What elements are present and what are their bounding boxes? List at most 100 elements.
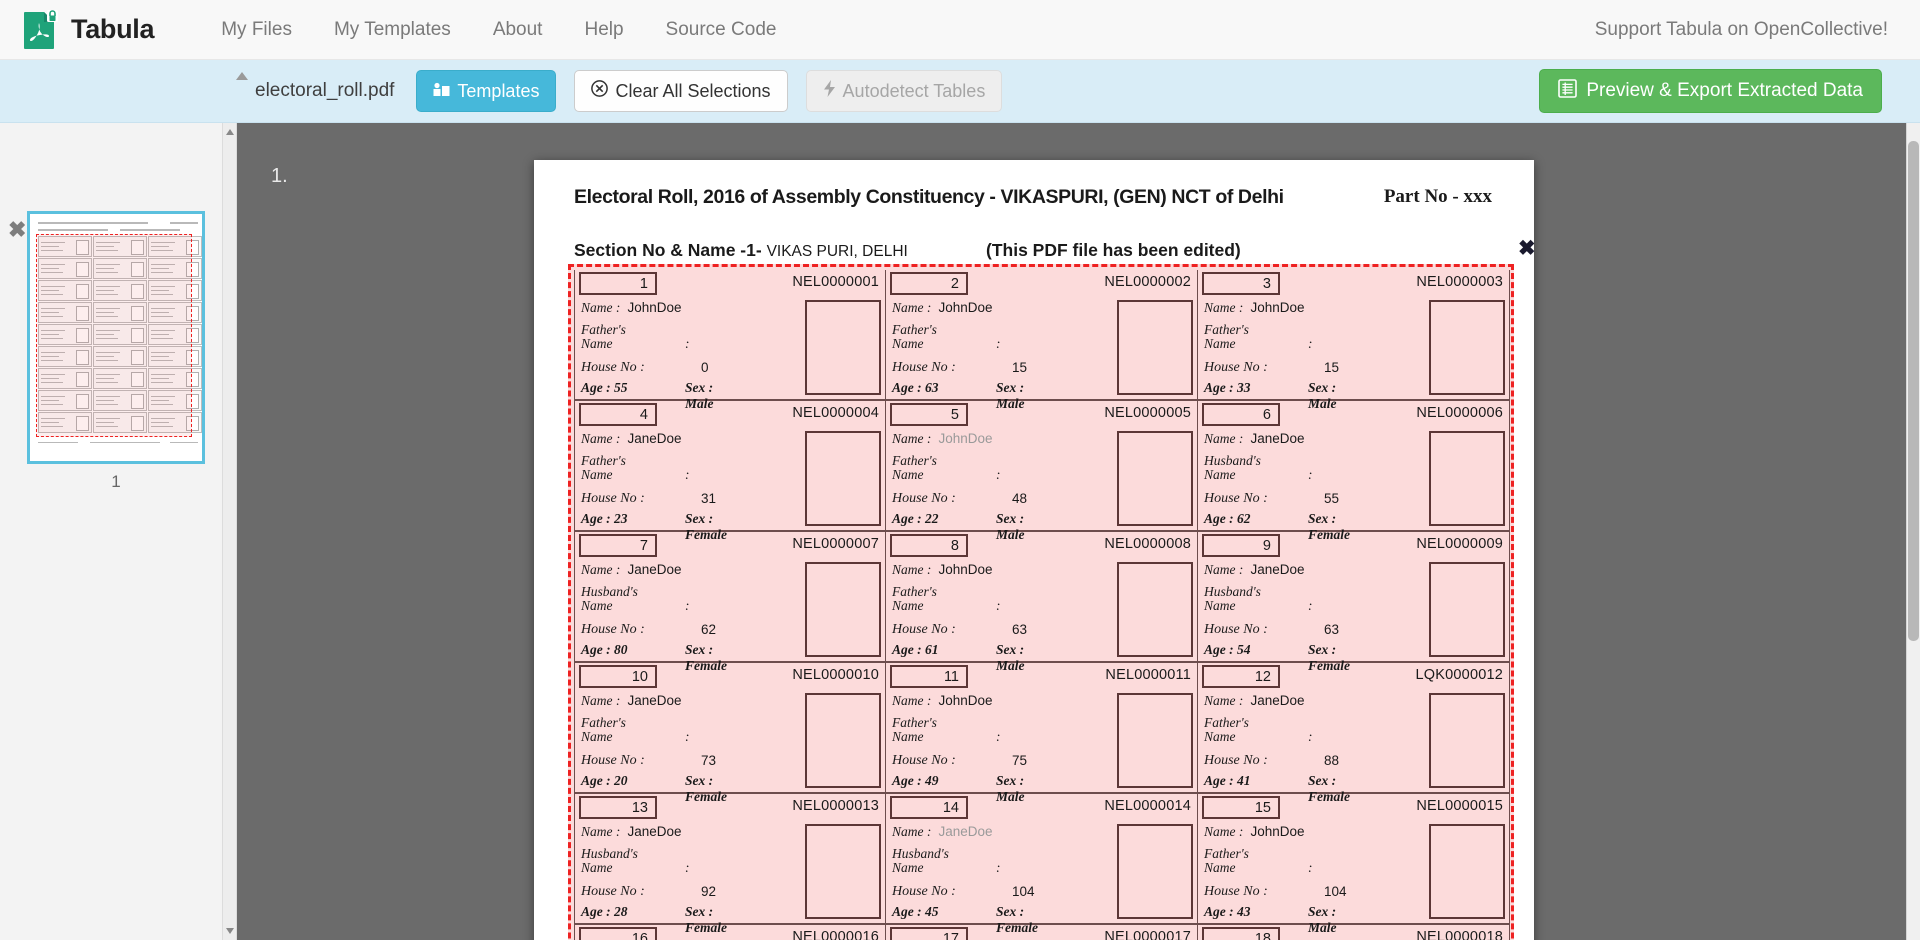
voter-card[interactable]: 18NEL0000018Name : JaneDoeFather'sName:H… (1198, 925, 1510, 940)
table-selection-region[interactable] (568, 264, 1514, 940)
voter-house-field: House No :62 (581, 622, 717, 637)
voter-card[interactable]: 5 NEL0000005 Name : JohnDoe Father's Name: Ho… (886, 401, 1198, 542)
nav-link-my-templates[interactable]: My Templates (333, 18, 451, 40)
voter-card[interactable]: 7 NEL0000007 Name : JaneDoe Husband's Name: H… (574, 532, 886, 673)
sidebar-scrollbar[interactable] (222, 123, 236, 940)
voter-card[interactable]: 15 NEL0000015 Name : JohnDoe Father's Name: H… (1198, 794, 1510, 935)
voter-relation-label: Husband's (1204, 453, 1261, 468)
pdf-page-canvas[interactable]: Electoral Roll, 2016 of Assembly Constit… (534, 160, 1536, 940)
voter-name-field: Name : JaneDoe (581, 693, 682, 708)
voter-age-field: Age : 45 Sex : Female (892, 904, 1038, 935)
voter-house-value: 63 (1012, 622, 1028, 637)
voter-relation-colon: : (685, 598, 690, 613)
autodetect-tables-button[interactable]: Autodetect Tables (805, 70, 1003, 112)
nav-link-help[interactable]: Help (584, 18, 624, 40)
voter-photo-placeholder (805, 562, 881, 657)
page-thumbnail-1[interactable] (27, 211, 205, 464)
voter-age-field: Age : 54 Sex : Female (1204, 642, 1350, 673)
pdf-viewer[interactable]: 1. Electoral Roll, 2016 of Assembly Cons… (237, 123, 1920, 940)
voter-relation-name-label: Name: (892, 729, 1001, 744)
voter-serial-number: 8 (890, 534, 968, 557)
clear-circle-x-icon (591, 80, 609, 102)
voter-card[interactable]: 10 NEL0000010 Name : JaneDoe Father's Name: H… (574, 663, 886, 804)
voter-photo-placeholder (1117, 824, 1193, 919)
voter-photo-placeholder (1117, 300, 1193, 395)
voter-age-field: Age : 28 Sex : Female (581, 904, 727, 935)
voter-relation-name-label: Name: (892, 336, 1001, 351)
viewer-scrollbar[interactable] (1906, 123, 1920, 940)
pdf-part-number: Part No - xxx (1383, 186, 1492, 207)
voter-card[interactable]: 12 LQK0000012 Name : JaneDoe Father's Name: H… (1198, 663, 1510, 804)
voter-relation-label: Father's (892, 584, 937, 599)
templates-button[interactable]: Templates (416, 70, 557, 112)
voter-records-grid: 1 NEL0000001 Name : JohnDoe Father's Name: Ho… (574, 270, 1510, 940)
voter-relation-label: Father's (892, 453, 937, 468)
main-area: ✖ 1 1. Electoral Roll, 2016 of Assembly … (0, 123, 1920, 940)
close-icon[interactable]: ✖ (8, 217, 27, 242)
voter-name-field: Name : JohnDoe (892, 431, 993, 446)
voter-name-field: Name : JohnDoe (1204, 824, 1305, 839)
voter-photo-placeholder (1429, 300, 1505, 395)
voter-card[interactable]: 13 NEL0000013 Name : JaneDoe Husband's Name:… (574, 794, 886, 935)
voter-house-value: 48 (1012, 491, 1028, 506)
sidebar-collapse-arrow-icon[interactable] (236, 72, 248, 80)
nav-link-source-code[interactable]: Source Code (665, 18, 777, 40)
voter-card[interactable]: 17NEL0000017Name : JaneDoeFather'sName:H… (886, 925, 1198, 940)
voter-age-field: Age : 49 Sex : Male (892, 773, 1025, 804)
voter-name-field: Name : JaneDoe (1204, 562, 1305, 577)
support-opencollective-link[interactable]: Support Tabula on OpenCollective! (1594, 18, 1888, 40)
spreadsheet-icon (1558, 78, 1578, 104)
voter-house-value: 15 (1012, 360, 1028, 375)
brand[interactable]: Tabula (22, 9, 155, 51)
voter-card[interactable]: 3 NEL0000003 Name : JohnDoe Father's Name: Ho… (1198, 270, 1510, 411)
voter-row: 4 NEL0000004 Name : JaneDoe Father's Name: Ho… (574, 401, 1510, 542)
voter-photo-placeholder (805, 824, 881, 919)
voter-name-field: Name : JaneDoe (581, 431, 682, 446)
voter-photo-placeholder (1117, 693, 1193, 788)
voter-card[interactable]: 8 NEL0000008 Name : JohnDoe Father's Name: Ho… (886, 532, 1198, 673)
voter-relation-label: Husband's (581, 846, 638, 861)
voter-card[interactable]: 11 NEL0000011 Name : JohnDoe Father's Name: H… (886, 663, 1198, 804)
voter-name-value: JohnDoe (934, 693, 993, 708)
thumbnail-wrapper[interactable]: 1 (27, 211, 205, 492)
voter-card[interactable]: 1 NEL0000001 Name : JohnDoe Father's Name: Ho… (574, 270, 886, 411)
viewer-scrollbar-thumb[interactable] (1908, 141, 1919, 641)
voter-sex-field: Sex : Male (1308, 904, 1337, 935)
voter-age-field: Age : 23 Sex : Female (581, 511, 727, 542)
scroll-up-arrow-icon[interactable] (226, 129, 234, 135)
voter-relation-label: Father's (892, 322, 937, 337)
voter-age-field: Age : 22 Sex : Male (892, 511, 1025, 542)
voter-serial-number: 7 (579, 534, 657, 557)
voter-epic-id: NEL0000011 (1105, 667, 1191, 683)
tabula-pdf-logo-icon (22, 9, 60, 51)
nav-link-my-files[interactable]: My Files (221, 18, 292, 40)
voter-card[interactable]: 9 NEL0000009 Name : JaneDoe Husband's Name: H… (1198, 532, 1510, 673)
voter-serial-number: 3 (1202, 272, 1280, 295)
voter-relation-colon: : (996, 860, 1001, 875)
preview-export-button[interactable]: Preview & Export Extracted Data (1539, 69, 1882, 113)
scroll-down-arrow-icon[interactable] (226, 928, 234, 934)
voter-serial-number: 18 (1202, 927, 1280, 940)
voter-card[interactable]: 14 NEL0000014 Name : JaneDoe Husband's Name:… (886, 794, 1198, 935)
voter-card[interactable]: 2 NEL0000002 Name : JohnDoe Father's Name: Ho… (886, 270, 1198, 411)
voter-age-field: Age : 43 Sex : Male (1204, 904, 1337, 935)
nav-link-about[interactable]: About (492, 18, 543, 40)
voter-name-value: JaneDoe (1246, 431, 1305, 446)
voter-card[interactable]: 6 NEL0000006 Name : JaneDoe Husband's Name: H… (1198, 401, 1510, 542)
voter-relation-label: Father's (581, 715, 626, 730)
voter-house-value: 88 (1324, 753, 1340, 768)
voter-house-value: 55 (1324, 491, 1340, 506)
clear-all-selections-button[interactable]: Clear All Selections (574, 70, 788, 112)
voter-relation-name-label: Name: (1204, 336, 1313, 351)
voter-relation-colon: : (996, 729, 1001, 744)
selection-close-icon[interactable]: ✖ (1518, 236, 1536, 260)
voter-epic-id: NEL0000003 (1416, 274, 1503, 290)
voter-name-value: JohnDoe (934, 431, 993, 446)
voter-name-value: JaneDoe (623, 693, 682, 708)
voter-photo-placeholder (1117, 562, 1193, 657)
voter-name-value: JohnDoe (1246, 824, 1305, 839)
voter-card[interactable]: 4 NEL0000004 Name : JaneDoe Father's Name: Ho… (574, 401, 886, 542)
voter-relation-label: Husband's (1204, 584, 1261, 599)
voter-epic-id: NEL0000013 (792, 798, 879, 814)
voter-card[interactable]: 16NEL0000016Name : JaneDoeFather'sName:H… (574, 925, 886, 940)
